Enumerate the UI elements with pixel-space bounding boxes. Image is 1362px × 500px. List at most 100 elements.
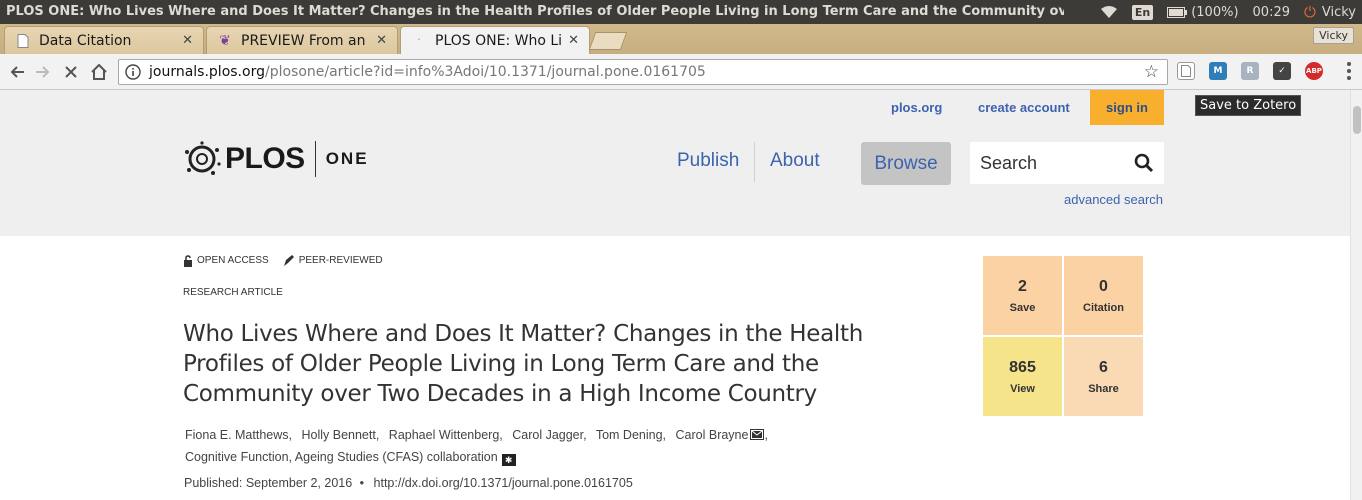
doi-link[interactable]: http://dx.doi.org/10.1371/journal.pone.0… <box>373 476 633 490</box>
metric-label: View <box>1010 382 1035 395</box>
new-tab-button[interactable] <box>588 32 628 50</box>
tab-strip: Data Citation ✕ ❦ PREVIEW From an A ✕ · … <box>0 24 1362 54</box>
browser-menu-button[interactable] <box>1346 62 1352 80</box>
metric-view[interactable]: 865 View <box>983 337 1062 416</box>
author-list: Fiona E. Matthews, Holly Bennett, Raphae… <box>185 428 768 466</box>
metric-value: 865 <box>1009 358 1036 376</box>
home-icon <box>91 64 107 80</box>
url-path: /plosone/article?id=info%3Adoi/10.1371/j… <box>264 64 706 80</box>
close-icon[interactable]: ✕ <box>376 33 387 48</box>
author-link[interactable]: Carol Jagger, <box>512 428 587 442</box>
collaboration-info-icon[interactable]: ✱ <box>501 454 516 466</box>
author-link[interactable]: Holly Bennett, <box>301 428 380 442</box>
author-link[interactable]: Tom Dening, <box>595 428 667 442</box>
battery-percentage: (100%) <box>1191 4 1239 20</box>
peer-reviewed-badge[interactable]: PEER-REVIEWED <box>283 254 383 267</box>
tab-label: Data Citation <box>39 32 132 49</box>
plos-org-link[interactable]: plos.org <box>891 100 943 115</box>
plos-one-logo[interactable]: PLOS ONE <box>183 140 369 178</box>
metric-share[interactable]: 6 Share <box>1064 337 1143 416</box>
system-indicators: En (100%) 00:29 ⏻ Vicky <box>1100 0 1362 24</box>
arrow-right-icon <box>36 66 50 78</box>
keyboard-language-indicator[interactable]: En <box>1131 4 1154 20</box>
battery-icon <box>1167 6 1188 18</box>
window-title: PLOS ONE: Who Lives Where and Does It Ma… <box>6 4 1064 19</box>
browser-toolbar: journals.plos.org/plosone/article?id=inf… <box>0 54 1362 90</box>
info-icon[interactable] <box>123 62 143 82</box>
peer-review-icon <box>283 255 294 266</box>
metric-citation[interactable]: 0 Citation <box>1064 256 1143 335</box>
user-name: Vicky <box>1321 4 1356 20</box>
metric-save[interactable]: 2 Save <box>983 256 1062 335</box>
page-scrollbar[interactable] <box>1350 90 1362 500</box>
advanced-search-link[interactable]: advanced search <box>1064 192 1164 207</box>
tab-data-citation[interactable]: Data Citation ✕ <box>4 26 204 54</box>
zotero-tooltip: Save to Zotero <box>1195 95 1302 116</box>
site-search-input[interactable]: Search <box>970 142 1164 184</box>
article-title: Who Lives Where and Does It Matter? Chan… <box>183 321 863 407</box>
loading-icon: · <box>417 35 421 46</box>
nav-publish[interactable]: Publish <box>677 150 740 171</box>
metric-label: Save <box>1009 301 1036 314</box>
article-type: RESEARCH ARTICLE <box>183 287 283 298</box>
purple-feather-icon: ❦ <box>219 32 231 49</box>
close-icon[interactable]: ✕ <box>182 33 193 48</box>
create-account-link[interactable]: create account <box>978 100 1070 115</box>
back-button[interactable] <box>6 61 28 83</box>
metric-label: Share <box>1088 382 1119 395</box>
metric-value: 6 <box>1099 358 1108 376</box>
close-icon[interactable]: ✕ <box>568 33 579 48</box>
unlock-icon <box>184 254 192 267</box>
tab-label: PREVIEW From an A <box>241 32 371 49</box>
metric-value: 2 <box>1018 277 1027 295</box>
wifi-icon[interactable] <box>1100 5 1118 19</box>
author-link[interactable]: Fiona E. Matthews, <box>185 428 292 442</box>
published-date: Published: September 2, 2016 <box>184 476 353 490</box>
author-link[interactable]: Raphael Wittenberg, <box>388 428 503 442</box>
collaboration-link[interactable]: Cognitive Function, Ageing Studies (CFAS… <box>185 450 498 464</box>
close-icon <box>65 66 77 78</box>
site-header: plos.org create account sign in PLOS ONE… <box>0 90 1350 236</box>
home-button[interactable] <box>88 61 110 83</box>
plos-globe-icon <box>185 141 221 175</box>
adblock-plus-icon[interactable]: ABP <box>1305 62 1323 80</box>
nav-browse[interactable]: Browse <box>861 142 951 185</box>
metric-label: Citation <box>1083 301 1124 314</box>
mendeley-icon[interactable]: M <box>1209 62 1227 80</box>
tab-plos-one[interactable]: · PLOS ONE: Who Liv ✕ <box>400 26 590 54</box>
scrollbar-thumb[interactable] <box>1353 106 1361 134</box>
nav-about[interactable]: About <box>770 150 820 171</box>
battery-indicator[interactable]: (100%) <box>1167 4 1239 20</box>
system-top-bar: PLOS ONE: Who Lives Where and Does It Ma… <box>0 0 1362 24</box>
document-icon <box>15 33 31 49</box>
sign-in-button[interactable]: sign in <box>1090 90 1164 125</box>
zotero-save-icon[interactable] <box>1177 62 1195 80</box>
stop-button[interactable] <box>60 61 82 83</box>
nav-divider <box>754 142 755 182</box>
access-badges: OPEN ACCESS PEER-REVIEWED <box>183 254 383 267</box>
profile-button[interactable]: Vicky <box>1313 27 1354 44</box>
tab-preview[interactable]: ❦ PREVIEW From an A ✕ <box>206 26 398 54</box>
arrow-left-icon <box>10 66 24 78</box>
email-icon[interactable] <box>750 429 765 440</box>
publication-info: Published: September 2, 2016 • http://dx… <box>184 476 633 490</box>
session-menu[interactable]: ⏻ Vicky <box>1304 3 1356 21</box>
pocket-icon[interactable]: ✓ <box>1273 62 1291 80</box>
extension-r-icon[interactable]: R <box>1241 62 1259 80</box>
forward-button[interactable] <box>32 61 54 83</box>
power-icon: ⏻ <box>1304 3 1316 21</box>
logo-name: PLOS <box>225 142 305 175</box>
tab-label: PLOS ONE: Who Liv <box>435 32 563 49</box>
bookmark-star-icon[interactable]: ☆ <box>1143 62 1159 82</box>
open-access-badge[interactable]: OPEN ACCESS <box>183 254 269 267</box>
search-placeholder: Search <box>980 152 1038 173</box>
clock[interactable]: 00:29 <box>1252 4 1290 20</box>
search-icon[interactable] <box>1134 153 1154 173</box>
author-link[interactable]: Carol Brayne <box>675 428 749 442</box>
address-bar[interactable]: journals.plos.org/plosone/article?id=inf… <box>118 59 1168 85</box>
metric-value: 0 <box>1099 277 1108 295</box>
article-metrics: 2 Save 0 Citation 865 View 6 Share <box>983 256 1143 416</box>
web-page: plos.org create account sign in PLOS ONE… <box>0 90 1350 500</box>
bullet-separator: • <box>359 476 365 490</box>
logo-journal: ONE <box>325 149 369 168</box>
